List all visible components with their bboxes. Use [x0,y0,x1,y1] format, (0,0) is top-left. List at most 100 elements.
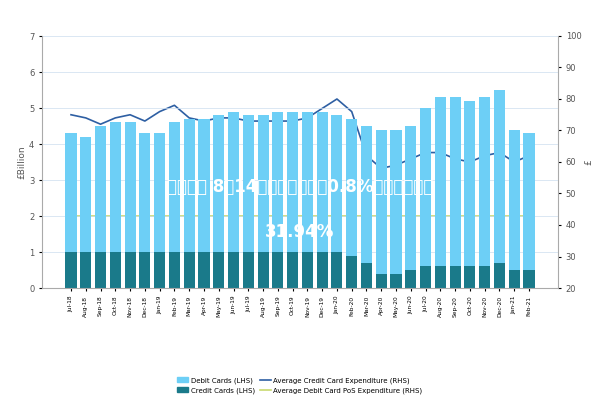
Average Credit Card Expenditure (RHS) [377,166,385,171]
Average Credit Card Expenditure (RHS) [526,153,533,158]
Average Debit Card PoS Expenditure (RHS) [363,213,370,218]
Bar [272,252,283,288]
Average Debit Card PoS Expenditure (RHS) [259,213,266,218]
Bar [169,252,180,288]
Bar [272,112,283,252]
Average Debit Card PoS Expenditure (RHS) [452,213,459,218]
Average Credit Card Expenditure (RHS) [422,150,429,155]
Bar [213,115,224,252]
Bar [391,274,401,288]
Bar [154,252,165,288]
Average Debit Card PoS Expenditure (RHS) [127,213,134,218]
Bar [125,122,136,252]
Average Debit Card PoS Expenditure (RHS) [82,213,89,218]
Average Credit Card Expenditure (RHS) [407,156,415,161]
Average Credit Card Expenditure (RHS) [156,109,163,114]
Average Debit Card PoS Expenditure (RHS) [156,213,163,218]
Average Credit Card Expenditure (RHS) [348,109,355,114]
Y-axis label: £: £ [584,159,593,165]
Text: 31.94%: 31.94% [265,223,335,241]
Bar [449,266,461,288]
Bar [110,252,121,288]
Bar [184,252,195,288]
Average Debit Card PoS Expenditure (RHS) [289,213,296,218]
Bar [65,252,77,288]
Bar [479,97,490,266]
Bar [331,252,343,288]
Bar [376,130,387,274]
Bar [184,119,195,252]
Average Credit Card Expenditure (RHS) [112,116,119,120]
Average Credit Card Expenditure (RHS) [215,116,223,120]
Bar [80,252,91,288]
Bar [346,256,357,288]
Bar [302,112,313,252]
Bar [154,133,165,252]
Bar [509,130,520,270]
Average Debit Card PoS Expenditure (RHS) [407,213,415,218]
Average Debit Card PoS Expenditure (RHS) [185,213,193,218]
Average Debit Card PoS Expenditure (RHS) [437,213,444,218]
Average Debit Card PoS Expenditure (RHS) [245,213,252,218]
Text: 配资买股 8月14日金铜转债下跌0.8%，转股溢价率: 配资买股 8月14日金铜转债下跌0.8%，转股溢价率 [167,178,433,196]
Legend: Debit Cards (LHS), Credit Cards (LHS), Average Credit Card Expenditure (RHS), Av: Debit Cards (LHS), Credit Cards (LHS), A… [175,374,425,396]
Average Credit Card Expenditure (RHS) [289,119,296,124]
Bar [243,115,254,252]
Bar [523,270,535,288]
Bar [317,252,328,288]
Bar [243,252,254,288]
Bar [331,115,343,252]
Bar [302,252,313,288]
Average Debit Card PoS Expenditure (RHS) [141,213,148,218]
Bar [228,112,239,252]
Average Credit Card Expenditure (RHS) [481,153,488,158]
Bar [435,266,446,288]
Bar [95,252,106,288]
Average Credit Card Expenditure (RHS) [97,122,104,126]
Average Credit Card Expenditure (RHS) [200,119,208,124]
Bar [95,126,106,252]
Line: Average Credit Card Expenditure (RHS): Average Credit Card Expenditure (RHS) [71,99,529,168]
Bar [479,266,490,288]
Bar [509,270,520,288]
Bar [420,266,431,288]
Average Credit Card Expenditure (RHS) [127,112,134,117]
Bar [346,119,357,256]
Average Credit Card Expenditure (RHS) [392,163,400,168]
Average Debit Card PoS Expenditure (RHS) [215,213,223,218]
Average Debit Card PoS Expenditure (RHS) [171,213,178,218]
Average Credit Card Expenditure (RHS) [363,153,370,158]
Average Credit Card Expenditure (RHS) [334,96,341,101]
Bar [361,263,372,288]
Bar [420,108,431,266]
Average Credit Card Expenditure (RHS) [82,116,89,120]
Average Credit Card Expenditure (RHS) [496,150,503,155]
Average Credit Card Expenditure (RHS) [230,116,237,120]
Average Debit Card PoS Expenditure (RHS) [511,213,518,218]
Bar [317,112,328,252]
Bar [391,130,401,274]
Bar [405,126,416,270]
Average Debit Card PoS Expenditure (RHS) [377,213,385,218]
Average Credit Card Expenditure (RHS) [171,103,178,108]
Bar [435,97,446,266]
Average Debit Card PoS Expenditure (RHS) [348,213,355,218]
Bar [523,133,535,270]
Bar [139,133,151,252]
Average Debit Card PoS Expenditure (RHS) [230,213,237,218]
Bar [228,252,239,288]
Average Debit Card PoS Expenditure (RHS) [496,213,503,218]
Average Credit Card Expenditure (RHS) [185,116,193,120]
Bar [361,126,372,263]
Average Debit Card PoS Expenditure (RHS) [97,213,104,218]
Average Credit Card Expenditure (RHS) [274,119,281,124]
Average Debit Card PoS Expenditure (RHS) [304,213,311,218]
Average Debit Card PoS Expenditure (RHS) [392,213,400,218]
Average Debit Card PoS Expenditure (RHS) [274,213,281,218]
Average Credit Card Expenditure (RHS) [304,116,311,120]
Bar [110,122,121,252]
Y-axis label: £Billion: £Billion [17,145,26,179]
Bar [464,266,475,288]
Bar [125,252,136,288]
Average Debit Card PoS Expenditure (RHS) [481,213,488,218]
